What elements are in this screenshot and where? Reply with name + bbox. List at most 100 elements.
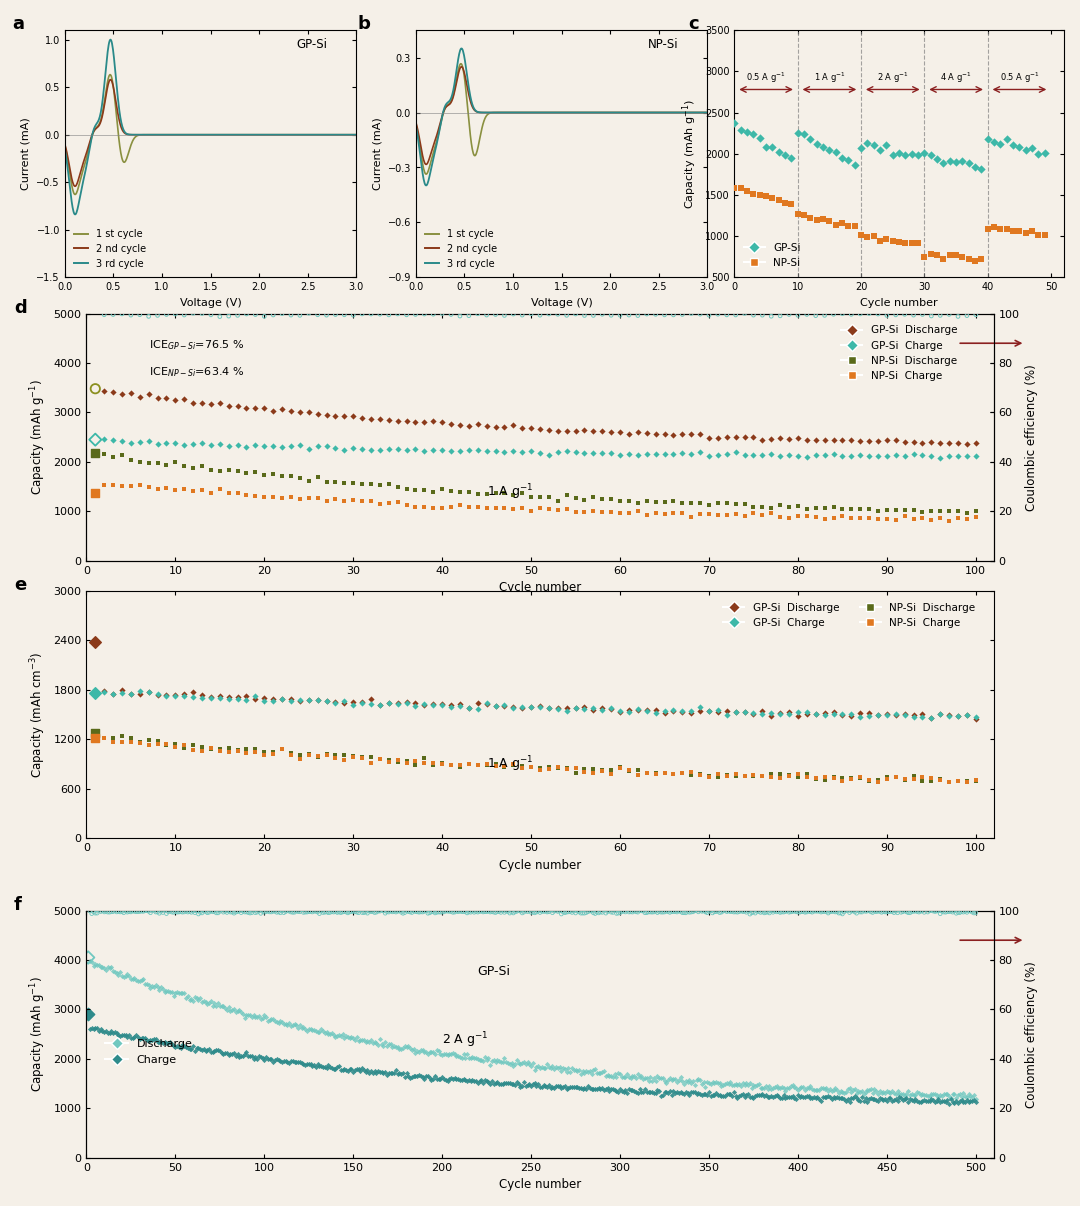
Point	[105, 961, 122, 980]
Point	[738, 1073, 755, 1093]
Point	[176, 736, 193, 755]
Point	[309, 748, 326, 767]
Point	[226, 903, 243, 923]
Point	[953, 902, 970, 921]
Point	[947, 1091, 964, 1111]
Y-axis label: Capacity (mAh g$^{-1}$): Capacity (mAh g$^{-1}$)	[28, 379, 48, 496]
Point	[272, 903, 289, 923]
Point	[600, 1082, 618, 1101]
Point	[896, 500, 914, 520]
Point	[567, 698, 584, 718]
Point	[922, 145, 940, 164]
Point	[957, 1087, 974, 1106]
Point	[357, 902, 375, 921]
Point	[605, 903, 622, 923]
Point	[131, 733, 148, 753]
Point	[905, 500, 922, 520]
Point	[243, 1007, 260, 1026]
Point	[721, 1072, 739, 1091]
Point	[353, 903, 370, 923]
Point	[498, 1073, 515, 1093]
Point	[256, 1050, 273, 1070]
Point	[363, 409, 380, 428]
Point	[220, 687, 238, 707]
Text: 1 A g$^{-1}$: 1 A g$^{-1}$	[487, 754, 534, 774]
Point	[95, 1021, 112, 1041]
Point	[647, 701, 664, 720]
Point	[745, 124, 762, 144]
Point	[834, 1089, 851, 1108]
Point	[352, 1061, 369, 1081]
Point	[487, 1073, 504, 1093]
Point	[81, 1019, 98, 1038]
Point	[292, 402, 309, 421]
Point	[282, 305, 299, 324]
Point	[383, 1064, 401, 1083]
Point	[492, 903, 510, 923]
Point	[407, 440, 424, 459]
Point	[345, 490, 362, 509]
Point	[881, 902, 899, 921]
Point	[665, 426, 683, 445]
Point	[872, 232, 889, 251]
Point	[166, 304, 184, 323]
Point	[190, 904, 207, 924]
Point	[878, 136, 895, 156]
Point	[113, 476, 131, 496]
Point	[958, 434, 975, 453]
Point	[732, 1085, 750, 1105]
Point	[220, 901, 238, 920]
Point	[136, 901, 153, 920]
Point	[642, 1082, 659, 1101]
Point	[968, 446, 985, 466]
Point	[504, 697, 522, 716]
Point	[540, 445, 557, 464]
Point	[498, 1053, 515, 1072]
Point	[831, 1089, 848, 1108]
Point	[185, 1036, 202, 1055]
Point	[896, 771, 914, 790]
Point	[212, 689, 229, 708]
Point	[460, 902, 477, 921]
Point	[683, 1082, 700, 1101]
Point	[878, 446, 895, 466]
Point	[85, 956, 103, 976]
Point	[523, 1077, 540, 1096]
Point	[647, 425, 664, 444]
Point	[752, 903, 769, 923]
Point	[424, 411, 442, 431]
Point	[656, 492, 673, 511]
Point	[397, 440, 415, 459]
Point	[435, 1070, 453, 1089]
Point	[498, 902, 515, 921]
Point	[754, 766, 771, 785]
Point	[97, 902, 114, 921]
Point	[318, 1058, 335, 1077]
Point	[941, 502, 958, 521]
Point	[457, 1070, 474, 1089]
Point	[781, 902, 798, 921]
Point	[927, 1084, 944, 1103]
Point	[710, 701, 727, 720]
Point	[221, 1044, 239, 1064]
Point	[289, 902, 307, 921]
Point	[814, 1088, 832, 1107]
Point	[432, 1070, 449, 1089]
Point	[932, 704, 949, 724]
Point	[654, 902, 672, 921]
Point	[947, 152, 964, 171]
Point	[727, 1087, 744, 1106]
Point	[669, 1083, 686, 1102]
Point	[710, 1073, 727, 1093]
Point	[542, 901, 559, 920]
Point	[558, 759, 576, 778]
Point	[711, 1073, 728, 1093]
Point	[265, 1009, 282, 1029]
Point	[549, 698, 566, 718]
Point	[327, 692, 345, 712]
Point	[108, 1023, 125, 1042]
Point	[416, 498, 433, 517]
Point	[851, 707, 868, 726]
Point	[630, 761, 647, 780]
Point	[416, 695, 433, 714]
